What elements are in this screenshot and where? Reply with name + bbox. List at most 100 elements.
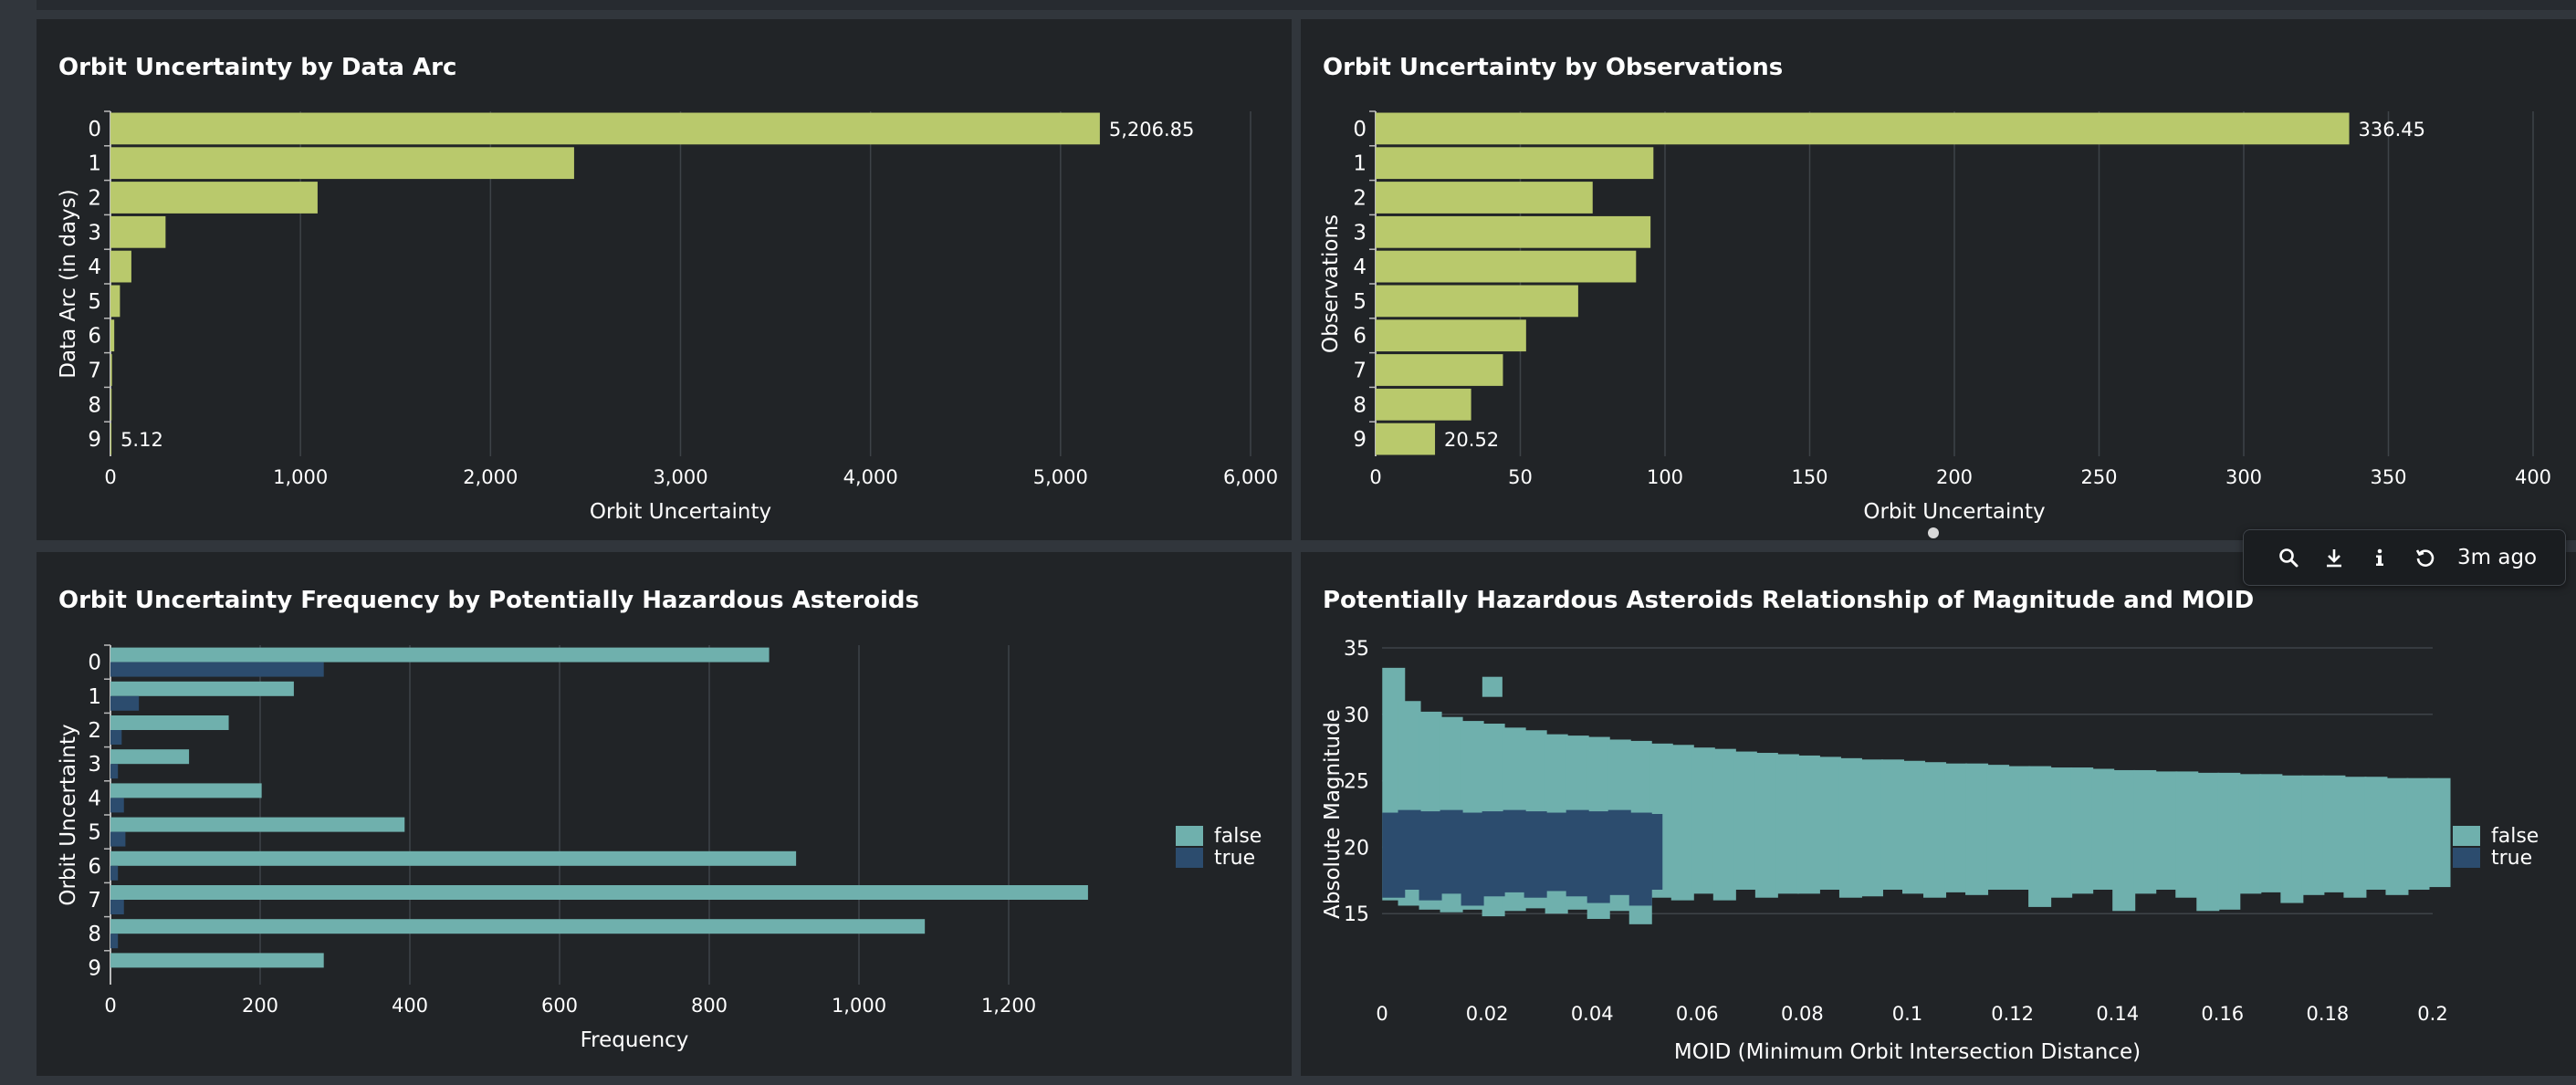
x-tick-label: 200 (242, 995, 278, 1017)
x-tick-label: 50 (1508, 466, 1533, 488)
bar-true (110, 934, 119, 949)
bar-true (110, 798, 124, 813)
y-tick-label: 2 (1353, 187, 1367, 211)
y-tick-label: 9 (88, 428, 101, 452)
point-cluster-false (1944, 763, 1968, 892)
bar (110, 285, 120, 318)
point-cluster-false (1923, 762, 1947, 898)
x-tick-label: 0 (104, 995, 116, 1017)
point-cluster-false (2280, 775, 2304, 903)
bar-true (110, 730, 122, 745)
legend-swatch-false (2453, 826, 2480, 846)
y-tick-label: 8 (1353, 393, 1367, 417)
y-tick-label: 6 (1353, 325, 1367, 349)
x-tick-label: 5,000 (1033, 466, 1088, 488)
panel-observations: Orbit Uncertainty by Observations 0 50 100… (1301, 19, 2576, 540)
point-cluster-false (2217, 772, 2241, 910)
y-tick-label: 6 (88, 855, 101, 879)
x-tick-label: 0.06 (1676, 1003, 1719, 1025)
y-tick-label: 4 (88, 256, 101, 279)
point-cluster-true (1419, 811, 1442, 901)
legend-label: true (2491, 847, 2532, 870)
point-cluster-false (2154, 771, 2178, 890)
point-cluster-false (2364, 777, 2388, 890)
bar-true (110, 831, 126, 847)
y-tick-label: 4 (1353, 256, 1367, 279)
point-cluster-true (1565, 809, 1589, 897)
panel-title: Orbit Uncertainty by Observations (1323, 54, 1784, 81)
x-tick-label: 800 (691, 995, 728, 1017)
bar-false (110, 817, 405, 832)
bar-true (110, 764, 119, 779)
legend-label: false (1214, 825, 1262, 848)
x-tick-label: 3,000 (653, 466, 707, 488)
point-cluster-false (2322, 775, 2346, 892)
point-cluster-true (1503, 809, 1526, 892)
bar-false (110, 850, 797, 866)
panel-title: Orbit Uncertainty Frequency by Potential… (58, 587, 919, 614)
x-tick-label: 0.12 (1991, 1003, 2034, 1025)
x-tick-label: 0.18 (2307, 1003, 2350, 1025)
y-tick-label: 1 (88, 152, 101, 176)
point-cluster-false (1754, 753, 1778, 898)
y-tick-label: 5 (88, 821, 101, 845)
bar-false (110, 919, 926, 934)
data-label: 5,206.85 (1109, 119, 1195, 141)
legend-swatch-true (2453, 848, 2480, 868)
bar (110, 215, 166, 248)
y-tick-label: 5 (88, 290, 101, 314)
point-cluster-true (1639, 814, 1663, 890)
y-tick-label: 0 (88, 652, 101, 675)
point-cluster-false (2007, 766, 2031, 890)
bar (1376, 285, 1578, 318)
x-tick-label: 350 (2370, 466, 2406, 488)
point-cluster-false (1859, 759, 1883, 897)
y-tick-label: 7 (88, 360, 101, 383)
bar (1376, 215, 1651, 248)
point-cluster-false (2175, 771, 2199, 898)
hazardous-frequency-bar-chart: 0 200 400 600 800 1,000 1,200 0 1 2 3 4 5 6 7 8 9 Frequen… (57, 644, 1262, 1052)
legend-swatch-false (1176, 826, 1203, 846)
point-cluster-false (1775, 754, 1799, 894)
point-cluster-false (1733, 751, 1757, 890)
y-tick-label: 8 (88, 923, 101, 946)
point-cluster-false (1838, 757, 1862, 898)
x-tick-label: 300 (2225, 466, 2262, 488)
point-cluster-true (1398, 809, 1421, 890)
x-tick-label: 250 (2080, 466, 2117, 488)
y-tick-label: 1 (1353, 152, 1367, 176)
point-cluster-false (2028, 766, 2052, 907)
bar-true (110, 662, 324, 677)
legend-swatch-true (1176, 848, 1203, 868)
y-tick-label: 3 (88, 753, 101, 777)
y-tick-label: 7 (1353, 360, 1367, 383)
bar (1376, 250, 1637, 283)
bar (1376, 147, 1654, 180)
info-icon[interactable] (2357, 539, 2403, 576)
y-tick-label: 25 (1344, 771, 1369, 794)
bar (110, 319, 115, 352)
bar (1376, 112, 2350, 145)
x-tick-label: 400 (392, 995, 428, 1017)
y-tick-label: 20 (1344, 837, 1369, 860)
y-tick-label: 15 (1344, 903, 1369, 926)
data-label: 20.52 (1444, 429, 1499, 451)
x-tick-label: 1,000 (273, 466, 328, 488)
refresh-icon[interactable] (2403, 539, 2448, 576)
resize-handle[interactable] (1928, 527, 1939, 538)
y-tick-label: 4 (88, 787, 101, 810)
bar (110, 112, 1100, 145)
search-icon[interactable] (2266, 539, 2311, 576)
data-label: 5.12 (120, 429, 163, 451)
y-axis-title: Observations (1319, 214, 1343, 353)
download-icon[interactable] (2311, 539, 2357, 576)
x-tick-label: 0 (1376, 1003, 1387, 1025)
y-tick-label: 0 (88, 118, 101, 141)
bar-false (110, 953, 324, 968)
x-axis-title: MOID (Minimum Orbit Intersection Distanc… (1674, 1040, 2141, 1064)
x-tick-label: 1,200 (981, 995, 1036, 1017)
panel-data-arc: Orbit Uncertainty by Data Arc 0 1,000 2,00… (37, 19, 1292, 540)
point-cluster-false (2091, 768, 2115, 890)
point-cluster-false (1691, 747, 1715, 894)
point-cluster-false (1902, 760, 1926, 894)
